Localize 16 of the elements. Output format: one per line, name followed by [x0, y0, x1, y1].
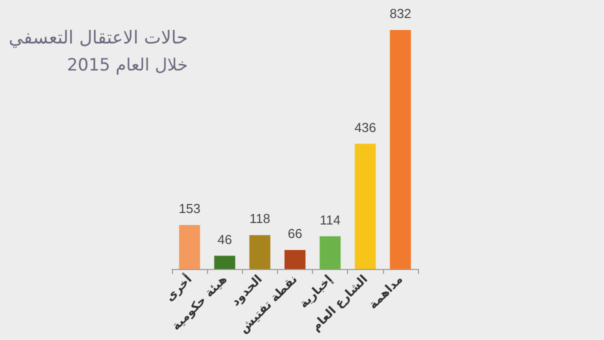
data-label: 66: [288, 226, 302, 242]
bar: [284, 250, 306, 269]
bar: [214, 256, 236, 269]
bar: [390, 30, 411, 269]
text: خلال العام 2015: [66, 56, 188, 76]
bar: [320, 236, 341, 269]
bar: [354, 144, 376, 269]
data-label: 46: [217, 232, 232, 247]
data-label: 832: [390, 6, 412, 21]
bar: [179, 225, 200, 269]
chart-title: حالات الاعتقال التعسفي: [8, 28, 188, 48]
data-label: 436: [354, 120, 376, 135]
bar: [249, 235, 270, 269]
data-label: 153: [178, 201, 200, 216]
data-label: 114: [320, 212, 341, 228]
data-label: 118: [249, 211, 270, 226]
